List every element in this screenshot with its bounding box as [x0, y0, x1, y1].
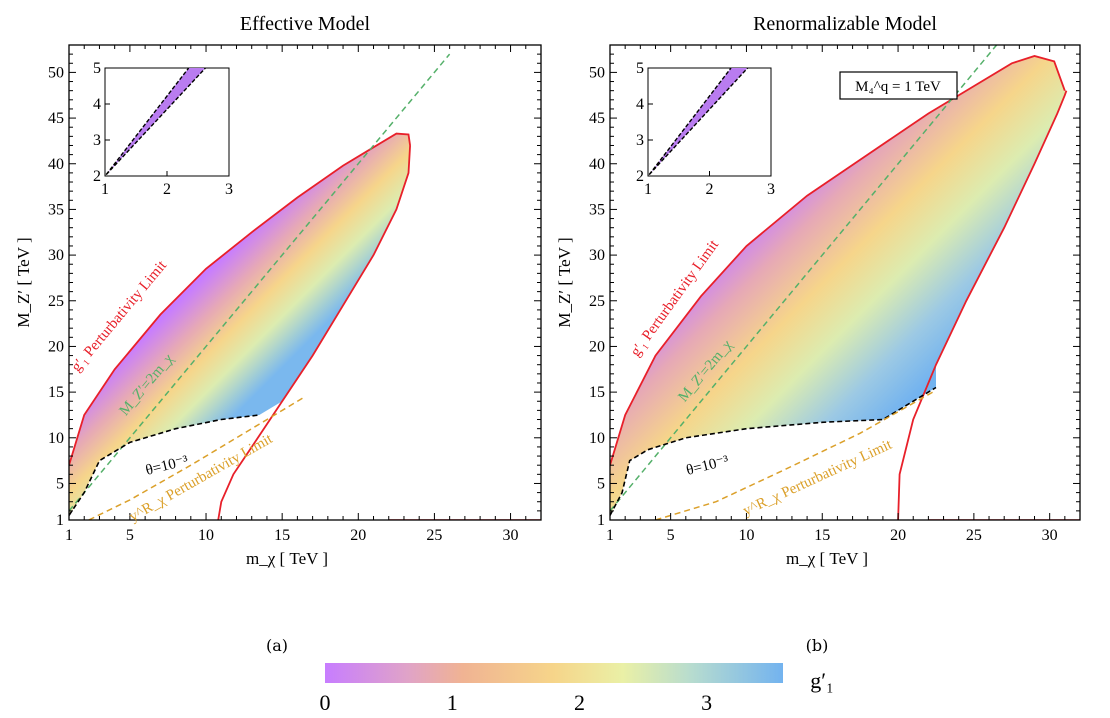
- panel-caption: (b): [806, 636, 829, 655]
- inset-x-tick-label: 1: [644, 181, 652, 198]
- y-tick-label: 1: [56, 512, 64, 529]
- inset-line-upper: [105, 67, 190, 175]
- inset-y-tick-label: 2: [93, 168, 101, 185]
- y-tick-label: 50: [589, 64, 605, 81]
- inset-x-tick-label: 2: [163, 181, 171, 198]
- inset-frame: [104, 67, 230, 177]
- inset-y-tick-label: 4: [93, 96, 101, 113]
- x-tick-label: 15: [814, 527, 830, 544]
- y-tick-label: 40: [589, 156, 605, 173]
- x-tick-label: 15: [274, 527, 290, 544]
- y-tick-label: 15: [589, 384, 605, 401]
- inset-y-tick-label: 4: [636, 96, 644, 113]
- x-tick-label: 25: [966, 527, 982, 544]
- inset-y-tick-label: 3: [93, 132, 101, 149]
- colorbar-tick-label: 0: [320, 690, 331, 715]
- x-tick-label: 20: [890, 527, 906, 544]
- g1-perturbativity-upper-curve: [610, 55, 1066, 466]
- g1-perturbativity-upper-curve: [69, 132, 411, 466]
- y-tick-label: 50: [48, 64, 64, 81]
- inset-x-tick-label: 2: [706, 181, 714, 198]
- inset-line-upper: [648, 67, 732, 175]
- colorbar-gradient: [325, 663, 783, 683]
- y-tick-label: 45: [48, 110, 64, 127]
- x-tick-label: 10: [738, 527, 754, 544]
- y-tick-label: 30: [48, 247, 64, 264]
- resonance-line: [610, 45, 998, 512]
- y-tick-label: 15: [48, 384, 64, 401]
- inset-y-tick-label: 5: [93, 60, 101, 77]
- panel-title: Renormalizable Model: [753, 13, 937, 35]
- x-axis-label: m_χ [ TeV ]: [246, 549, 328, 568]
- g1-perturbativity-lower-curve: [217, 145, 411, 520]
- colorbar-label: g′₁: [810, 668, 833, 693]
- x-tick-label: 5: [126, 527, 134, 544]
- y-tick-label: 25: [589, 293, 605, 310]
- inset-y-tick-label: 3: [636, 132, 644, 149]
- y-tick-label: 30: [589, 247, 605, 264]
- y-tick-label: 10: [589, 430, 605, 447]
- colorbar-tick-label: 2: [574, 690, 585, 715]
- y-tick-label: 40: [48, 156, 64, 173]
- y-tick-label: 35: [48, 201, 64, 218]
- x-tick-label: 30: [503, 527, 519, 544]
- y-tick-label: 20: [589, 338, 605, 355]
- y-tick-label: 10: [48, 430, 64, 447]
- ychi-perturbativity-curve: [655, 389, 937, 520]
- inset-frame: [647, 67, 772, 177]
- inset-y-tick-label: 2: [636, 168, 644, 185]
- allowed-region: [69, 133, 411, 516]
- inset-line-lower: [648, 67, 749, 176]
- y-tick-label: 1: [597, 512, 605, 529]
- colorbar: 0 1 2 3 g′₁: [320, 663, 834, 715]
- inset-x-tick-label: 3: [225, 181, 233, 198]
- y-tick-label: 35: [589, 201, 605, 218]
- colorbar-tick-label: 1: [447, 690, 458, 715]
- inset-y-tick-label: 5: [636, 60, 644, 77]
- x-axis-label: m_χ [ TeV ]: [786, 549, 868, 568]
- x-tick-label: 1: [606, 527, 614, 544]
- inset-line-lower: [105, 67, 206, 176]
- y-axis-label: M_Z′ [ TeV ]: [555, 237, 574, 327]
- annotation-theta: θ=10⁻³: [685, 453, 731, 479]
- panel-title: Effective Model: [240, 13, 371, 35]
- parameter-box: [839, 71, 958, 100]
- inset-x-tick-label: 3: [767, 181, 775, 198]
- allowed-region: [610, 56, 1067, 516]
- annotation-theta: θ=10⁻³: [144, 453, 190, 479]
- y-tick-label: 45: [589, 110, 605, 127]
- y-tick-label: 20: [48, 338, 64, 355]
- x-tick-label: 5: [667, 527, 675, 544]
- y-tick-label: 5: [56, 475, 64, 492]
- y-axis-label: M_Z′ [ TeV ]: [14, 237, 33, 327]
- x-tick-label: 25: [426, 527, 442, 544]
- parameter-label: M₄^q = 1 TeV: [855, 79, 941, 95]
- x-tick-label: 10: [198, 527, 214, 544]
- ychi-perturbativity-curve: [88, 396, 306, 520]
- y-tick-label: 5: [597, 475, 605, 492]
- inset-x-tick-label: 1: [101, 181, 109, 198]
- resonance-line: [69, 53, 451, 512]
- x-tick-label: 30: [1042, 527, 1058, 544]
- colorbar-tick-label: 3: [701, 690, 712, 715]
- x-tick-label: 1: [65, 527, 73, 544]
- x-tick-label: 20: [350, 527, 366, 544]
- g1-perturbativity-lower-curve: [897, 90, 1068, 520]
- panel-caption: (a): [266, 636, 288, 655]
- annotation-ychi-limit: y^R_χ Perturbativity Limit: [741, 436, 896, 519]
- theta-curve: [610, 386, 937, 516]
- theta-curve: [69, 414, 260, 516]
- y-tick-label: 25: [48, 293, 64, 310]
